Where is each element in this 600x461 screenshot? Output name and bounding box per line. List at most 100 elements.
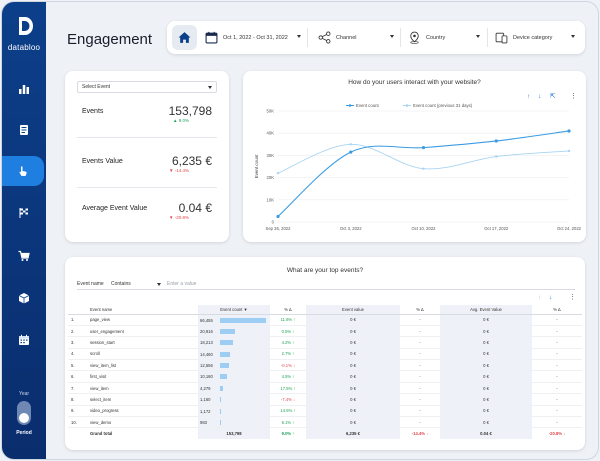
table-cell: - bbox=[532, 336, 582, 349]
sort-descending-icon[interactable]: ↓ bbox=[538, 93, 542, 100]
table-cell: -0.1% ↓ bbox=[270, 359, 306, 372]
y-tick-label: 40K bbox=[267, 131, 275, 136]
table-header-row: Event name Event count ▼ % Δ Event value… bbox=[68, 305, 582, 315]
year-period-toggle[interactable] bbox=[17, 401, 31, 425]
date-range-filter[interactable]: Oct 1, 2022 - Oct 31, 2022 bbox=[205, 25, 301, 50]
table-header[interactable]: % Δ bbox=[270, 305, 306, 315]
chart-title: How do your users interact with your web… bbox=[348, 79, 481, 86]
more-options-icon[interactable]: ⋮ bbox=[569, 294, 576, 301]
y-tick-label: 50K bbox=[267, 109, 275, 114]
table-cell: 3. bbox=[68, 336, 86, 349]
sidebar-item-ecommerce[interactable] bbox=[2, 241, 46, 271]
y-tick-label: 30K bbox=[267, 153, 275, 158]
table-row[interactable]: 6. first_visit 10,160 4.5% ↑ 0 € -0 € - bbox=[68, 370, 582, 383]
table-cell: page_view bbox=[86, 314, 198, 326]
table-row[interactable]: 4. scroll 14,460 2.7% ↑ 0 € -0 € - bbox=[68, 348, 582, 361]
table-row[interactable]: 8. select_item 1,160 -7.4% ↓ 0 € -0 € - bbox=[68, 393, 582, 406]
device-category-filter[interactable]: Device category bbox=[495, 25, 575, 50]
event-count-bar bbox=[220, 340, 233, 346]
table-row[interactable]: 1. page_view 66,455 11.6% ↑ 0 € -0 € - bbox=[68, 314, 582, 326]
event-count-value: 1,172 bbox=[200, 408, 211, 414]
legend-swatch-marker bbox=[405, 104, 409, 107]
event-count-bar bbox=[220, 374, 227, 380]
top-events-card: What are your top events? Event name Con… bbox=[65, 257, 585, 450]
map-pin-icon bbox=[410, 31, 419, 44]
table-cell: 153,798 bbox=[198, 427, 270, 440]
calendar-icon bbox=[19, 334, 29, 345]
y-tick-label: 10K bbox=[267, 197, 275, 202]
table-header[interactable]: Event count ▼ bbox=[198, 305, 270, 315]
x-tick-label: Oct 24, 2022 bbox=[557, 226, 582, 231]
legend-swatch-marker bbox=[348, 104, 352, 107]
data-point-event-count bbox=[567, 129, 571, 133]
sort-ascending-icon[interactable]: ↑ bbox=[538, 294, 542, 301]
databloo-logo-icon bbox=[19, 17, 33, 35]
sidebar-item-overview[interactable] bbox=[2, 74, 46, 104]
table-cell: 5. bbox=[68, 359, 86, 372]
table-row[interactable]: 2. user_engagement 20,916 0.5% ↑ 0 € -0 € - bbox=[68, 325, 582, 338]
legend-label: Event count (previous 31 days) bbox=[413, 103, 473, 108]
sidebar-item-goals[interactable] bbox=[2, 198, 46, 228]
table-header[interactable]: % Δ bbox=[532, 305, 582, 315]
table-cell: session_start bbox=[86, 336, 198, 349]
table-cell: - bbox=[400, 370, 440, 383]
table-row[interactable]: 7. view_item 4,279 17.5% ↑ 0 € -0 € - bbox=[68, 382, 582, 395]
table-cell: - bbox=[400, 382, 440, 395]
table-header[interactable]: Avg. Event Value bbox=[440, 305, 532, 315]
logo-text: databloo bbox=[7, 43, 41, 52]
data-point-event-count bbox=[421, 146, 426, 150]
sidebar-item-reports[interactable] bbox=[2, 115, 46, 145]
chevron-down-icon bbox=[157, 283, 161, 286]
data-point-previous-period bbox=[495, 155, 498, 158]
table-row[interactable]: 3. session_start 18,213 4.2% ↑ 0 € -0 € - bbox=[68, 336, 582, 349]
table-cell: 4. bbox=[68, 348, 86, 361]
event-count-value: 18,213 bbox=[200, 340, 213, 346]
table-header[interactable]: Event value bbox=[306, 305, 400, 315]
table-header[interactable]: % Δ bbox=[400, 305, 440, 315]
divider bbox=[77, 187, 217, 188]
table-cell: 0 € bbox=[440, 359, 532, 372]
filter-value-input[interactable]: Enter a value bbox=[167, 281, 197, 287]
table-cell: 4.2% ↑ bbox=[270, 336, 306, 349]
open-external-icon[interactable]: ⇱ bbox=[550, 93, 556, 100]
table-cell: 0 € bbox=[440, 348, 532, 361]
sidebar-item-products[interactable] bbox=[2, 283, 46, 313]
table-header bbox=[68, 305, 86, 315]
channel-text: Channel bbox=[336, 34, 357, 41]
filter-field-label: Event name bbox=[77, 281, 104, 287]
table-cell: - bbox=[532, 393, 582, 406]
home-button[interactable] bbox=[172, 25, 197, 50]
table-header[interactable]: Event name bbox=[86, 305, 198, 315]
table-row[interactable]: 9. video_progress 1,172 14.5% ↑ 0 € -0 € - bbox=[68, 405, 582, 418]
table-cell: - bbox=[400, 359, 440, 372]
top-events-table: Event name Event count ▼ % Δ Event value… bbox=[68, 305, 582, 440]
chevron-down-icon bbox=[208, 86, 212, 89]
table-cell: video_progress bbox=[86, 405, 198, 418]
table-cell: - bbox=[532, 348, 582, 361]
table-cell: user_engagement bbox=[86, 325, 198, 338]
select-event-dropdown[interactable]: Select Event bbox=[77, 81, 217, 93]
sort-ascending-icon[interactable]: ↑ bbox=[527, 93, 531, 100]
x-tick-label: Oct 3, 2022 bbox=[340, 226, 362, 231]
channel-filter[interactable]: Channel bbox=[318, 25, 394, 50]
sort-descending-icon[interactable]: ↓ bbox=[549, 294, 553, 301]
event-count-bar bbox=[220, 408, 221, 414]
table-cell: 0 € bbox=[306, 405, 400, 418]
table-row[interactable]: 10. view_demo 983 6.1% ↑ 0 € -0 € - bbox=[68, 416, 582, 429]
table-row[interactable]: 5. view_item_list 12,556 -0.1% ↓ 0 € -0 € - bbox=[68, 359, 582, 372]
more-options-icon[interactable]: ⋮ bbox=[570, 93, 577, 100]
event-count-value: 14,460 bbox=[200, 351, 213, 357]
table-cell: - bbox=[400, 416, 440, 429]
filter-operator-select[interactable]: Contains bbox=[111, 281, 131, 287]
kpi-delta: ▲ 9.0% bbox=[173, 118, 189, 123]
event-count-value: 983 bbox=[200, 420, 207, 426]
sidebar-item-calendar[interactable] bbox=[2, 325, 46, 355]
table-cell: Grand total bbox=[86, 427, 198, 440]
table-cell: 1,172 bbox=[198, 405, 270, 418]
event-count-value: 1,160 bbox=[200, 397, 211, 403]
kpi-card: Select Event Events 153,798 ▲ 9.0% Event… bbox=[65, 71, 229, 242]
country-filter[interactable]: Country bbox=[408, 25, 480, 50]
table-cell: - bbox=[400, 336, 440, 349]
sidebar-item-engagement[interactable] bbox=[2, 156, 44, 186]
